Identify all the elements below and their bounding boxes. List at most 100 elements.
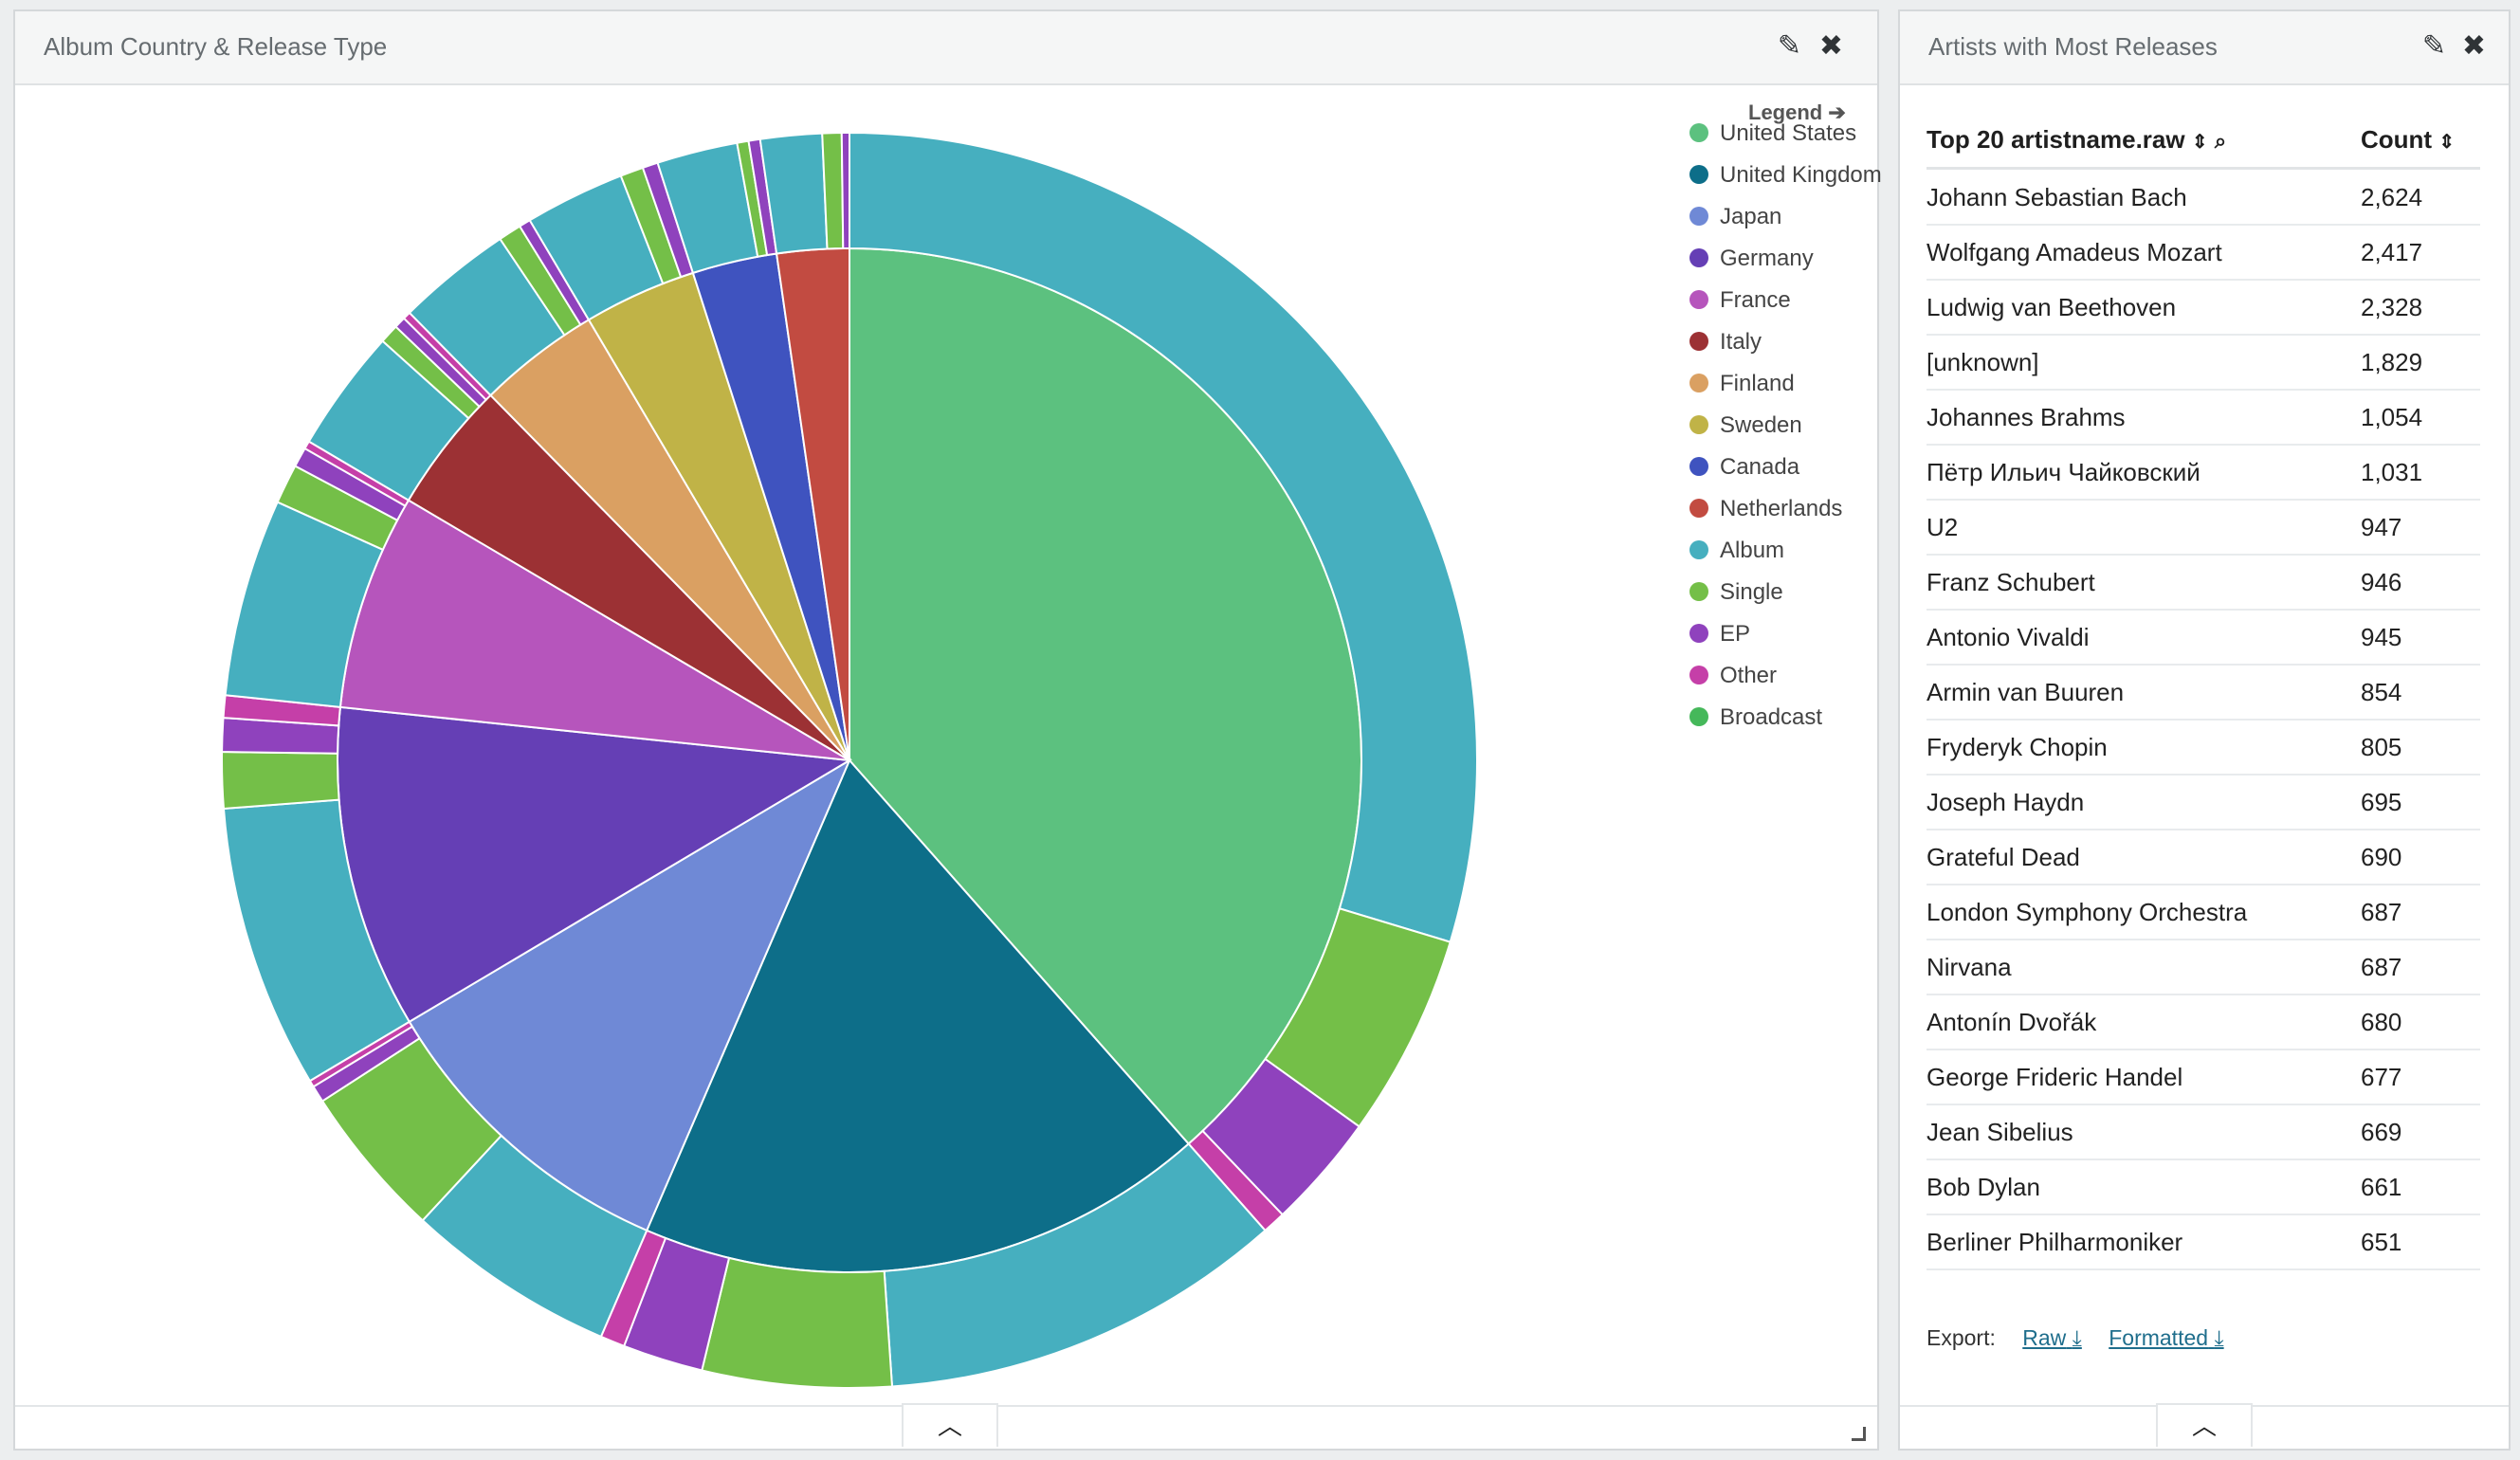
table-panel-footer: ︿: [1900, 1403, 2509, 1449]
legend-item[interactable]: Album: [1689, 537, 1784, 565]
resize-handle[interactable]: [1852, 1427, 1866, 1441]
count-cell: 669: [2361, 1118, 2402, 1146]
table-row: Fryderyk Chopin 805: [1927, 720, 2480, 776]
chart-panel-footer: ︿: [15, 1403, 1877, 1449]
artist-name-cell: Johannes Brahms: [1927, 403, 2126, 431]
pie-chart[interactable]: [205, 116, 1494, 1405]
ring-segment-netherlands-ep[interactable]: [840, 131, 850, 250]
artist-name-cell: U2: [1927, 513, 1959, 541]
legend-title-text: Legend: [1748, 100, 1823, 124]
collapse-table-button[interactable]: ︿: [2156, 1403, 2253, 1447]
collapse-chart-button[interactable]: ︿: [902, 1403, 998, 1447]
count-cell: 1,829: [2361, 348, 2423, 376]
export-bar: Export: Raw ⤓ Formatted ⤓: [1927, 1325, 2224, 1351]
table-header: Top 20 artistname.raw ⇕ ⌕ Count ⇕: [1927, 125, 2480, 170]
legend-item[interactable]: United Kingdom: [1689, 161, 1882, 190]
table-panel: Artists with Most Releases ✎ ✖ Top 20 ar…: [1898, 9, 2511, 1451]
table-row: Antonio Vivaldi 945: [1927, 610, 2480, 666]
artist-name-cell: Wolfgang Amadeus Mozart: [1927, 238, 2222, 266]
table-row: Bob Dylan 661: [1927, 1159, 2480, 1215]
export-raw-link[interactable]: Raw ⤓: [2022, 1325, 2082, 1350]
close-icon[interactable]: ✖: [2461, 30, 2486, 62]
column-header-count[interactable]: Count ⇕: [2361, 125, 2455, 155]
count-cell: 1,054: [2361, 403, 2423, 431]
sort-icon[interactable]: ⇕: [2191, 132, 2208, 153]
artist-name-cell: [unknown]: [1927, 348, 2039, 376]
download-icon: ⤓: [2072, 1325, 2082, 1350]
close-icon[interactable]: ✖: [1818, 30, 1843, 62]
column-header-artist[interactable]: Top 20 artistname.raw ⇕ ⌕: [1927, 125, 2226, 155]
table-row: George Frideric Handel 677: [1927, 1049, 2480, 1105]
chevron-up-icon: ︿: [937, 1412, 962, 1440]
legend-swatch: [1689, 498, 1708, 518]
artist-name-cell: Joseph Haydn: [1927, 788, 2085, 816]
count-cell: 2,417: [2361, 238, 2423, 266]
table-row: Johannes Brahms 1,054: [1927, 390, 2480, 446]
legend-swatch: [1689, 581, 1708, 601]
legend-item[interactable]: Finland: [1689, 370, 1795, 398]
legend-label: Album: [1720, 538, 1785, 563]
ring-segment-united-states-album[interactable]: [849, 131, 1478, 943]
legend-swatch: [1689, 331, 1708, 351]
sort-icon[interactable]: ⇕: [2438, 132, 2456, 153]
export-formatted-link[interactable]: Formatted ⤓: [2109, 1325, 2223, 1350]
legend-toggle-icon[interactable]: ➔: [1828, 100, 1846, 124]
table-panel-title: Artists with Most Releases: [1928, 32, 2218, 61]
count-cell: 946: [2361, 568, 2402, 596]
count-cell: 687: [2361, 898, 2402, 926]
count-cell: 805: [2361, 733, 2402, 761]
search-icon[interactable]: ⌕: [2214, 129, 2227, 153]
legend-item[interactable]: Japan: [1689, 203, 1781, 231]
pencil-icon[interactable]: ✎: [2421, 30, 2446, 62]
legend-item[interactable]: Netherlands: [1689, 495, 1842, 523]
legend-swatch: [1689, 414, 1708, 434]
legend-label: Other: [1720, 663, 1778, 688]
legend-swatch: [1689, 164, 1708, 184]
legend-label: Italy: [1720, 329, 1762, 355]
chart-panel-header: Album Country & Release Type ✎ ✖: [15, 11, 1877, 85]
table-row: Grateful Dead 690: [1927, 830, 2480, 885]
legend-label: United States: [1720, 120, 1857, 146]
table-row: Berliner Philharmoniker 651: [1927, 1214, 2480, 1270]
legend-item[interactable]: Canada: [1689, 453, 1799, 482]
legend-item[interactable]: Single: [1689, 578, 1783, 607]
legend-swatch: [1689, 289, 1708, 309]
count-cell: 677: [2361, 1063, 2402, 1091]
table-row: Ludwig van Beethoven 2,328: [1927, 280, 2480, 336]
table-row: Johann Sebastian Bach 2,624: [1927, 170, 2480, 226]
legend-item[interactable]: Germany: [1689, 245, 1814, 273]
legend-item[interactable]: United States: [1689, 119, 1856, 148]
legend-swatch: [1689, 706, 1708, 726]
legend-label: Broadcast: [1720, 704, 1823, 730]
count-cell: 687: [2361, 953, 2402, 981]
artist-name-cell: Johann Sebastian Bach: [1927, 183, 2187, 211]
legend-label: Sweden: [1720, 412, 1802, 438]
count-cell: 945: [2361, 623, 2402, 651]
legend-label: United Kingdom: [1720, 162, 1882, 188]
legend-item[interactable]: France: [1689, 286, 1791, 315]
legend-item[interactable]: Sweden: [1689, 411, 1802, 440]
artist-name-cell: Ludwig van Beethoven: [1927, 293, 2177, 321]
legend-item[interactable]: Other: [1689, 662, 1777, 690]
legend-label: Canada: [1720, 454, 1800, 480]
pencil-icon[interactable]: ✎: [1777, 30, 1801, 62]
legend-item[interactable]: Broadcast: [1689, 703, 1822, 732]
export-formatted-text: Formatted: [2109, 1325, 2209, 1350]
legend-label: EP: [1720, 621, 1751, 647]
ring-segment-germany-single[interactable]: [221, 751, 340, 811]
artist-name-cell: Nirvana: [1927, 953, 2012, 981]
table-panel-header: Artists with Most Releases ✎ ✖: [1900, 11, 2509, 85]
ring-segment-united-kingdom-single[interactable]: [701, 1256, 894, 1389]
table-row: U2 947: [1927, 500, 2480, 556]
legend-title[interactable]: Legend ➔: [1748, 100, 1846, 125]
artist-name-cell: Armin van Buuren: [1927, 678, 2125, 706]
chevron-up-icon: ︿: [2191, 1412, 2217, 1440]
count-cell: 695: [2361, 788, 2402, 816]
legend-swatch: [1689, 456, 1708, 476]
column-count-label: Count: [2361, 125, 2433, 154]
legend-item[interactable]: EP: [1689, 620, 1750, 648]
legend-swatch: [1689, 539, 1708, 559]
count-cell: 854: [2361, 678, 2402, 706]
legend-item[interactable]: Italy: [1689, 328, 1762, 356]
chart-panel-title: Album Country & Release Type: [44, 32, 388, 61]
